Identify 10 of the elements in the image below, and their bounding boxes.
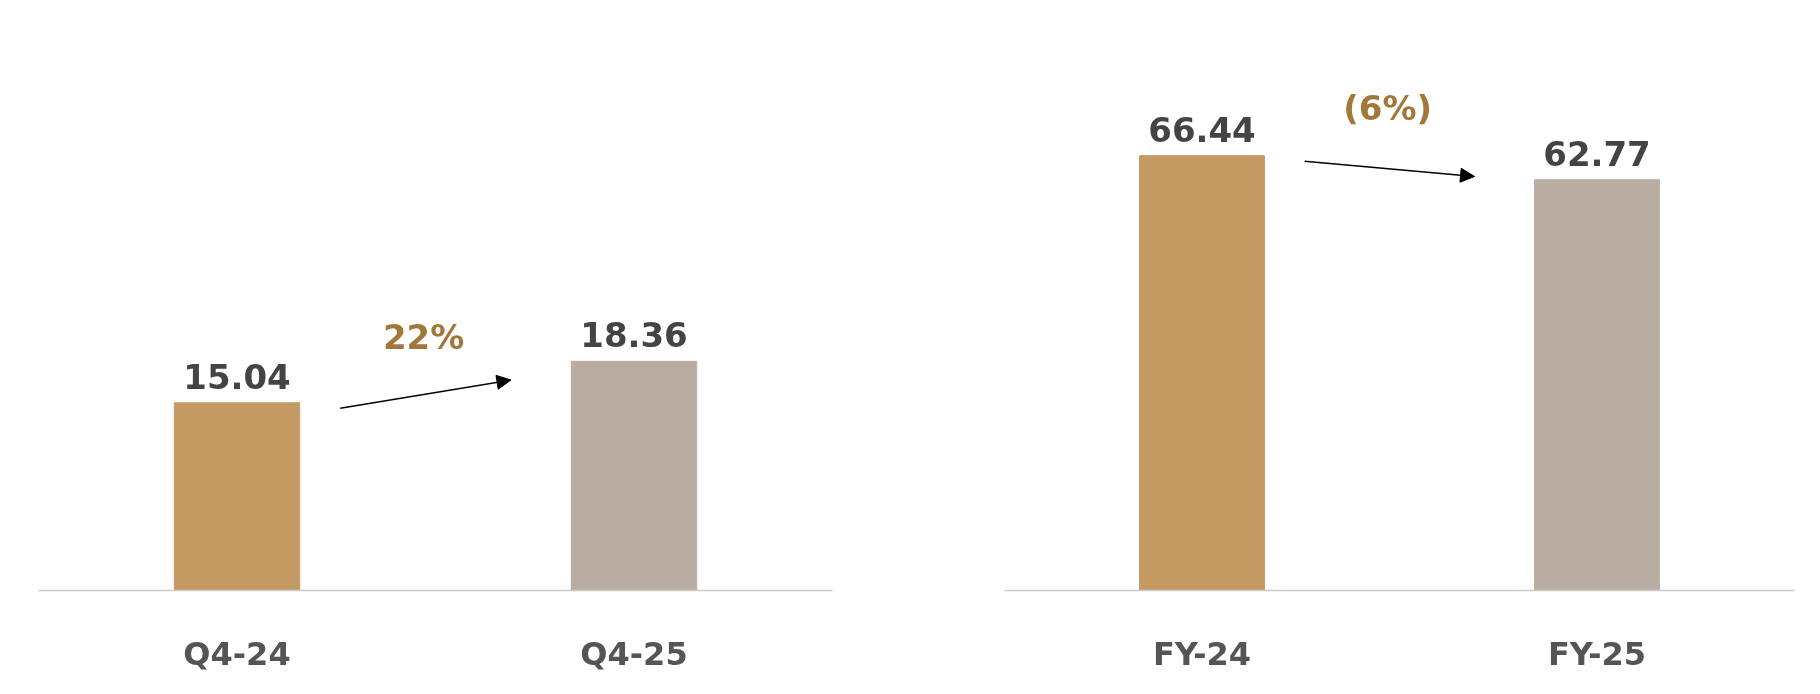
x-tick-label: FY-25 [1547, 634, 1647, 673]
x-tick-label: FY-24 [1152, 634, 1252, 673]
data-label: 18.36 [580, 315, 688, 356]
x-tick-label: Q4-24 [183, 634, 291, 673]
text: 22% [382, 317, 465, 358]
data-label: 62.77 [1543, 133, 1651, 174]
data-label: 15.04 [183, 356, 291, 397]
x-tick-label: Q4-25 [580, 634, 688, 673]
data-label: 66.44 [1148, 109, 1256, 150]
text: (6%) [1343, 87, 1433, 128]
